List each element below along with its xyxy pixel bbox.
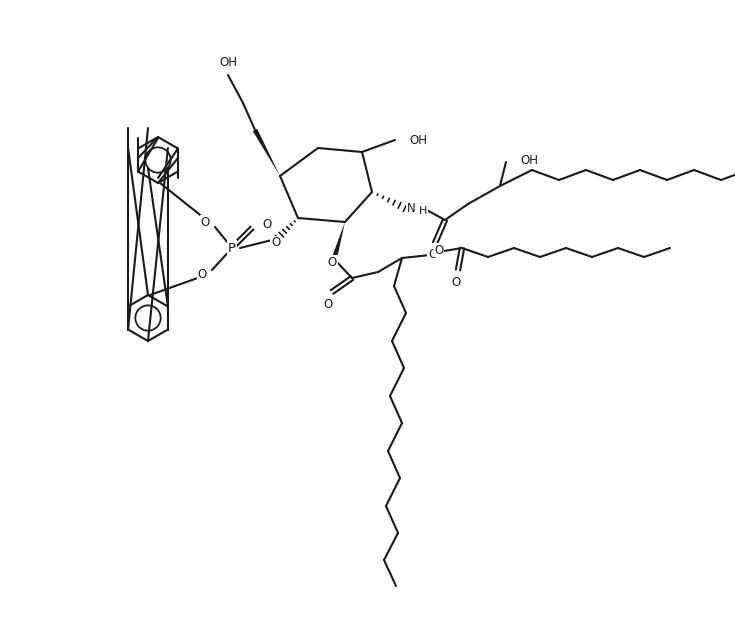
Text: P: P [228, 242, 236, 255]
Text: O: O [198, 269, 207, 282]
Text: N: N [407, 202, 416, 215]
Text: OH: OH [409, 133, 427, 146]
Text: O: O [323, 297, 333, 310]
Text: O: O [262, 217, 271, 230]
Polygon shape [253, 129, 280, 176]
Text: OH: OH [219, 56, 237, 69]
Text: O: O [327, 255, 337, 269]
Text: O: O [201, 215, 210, 228]
Text: O: O [271, 237, 281, 250]
Text: H: H [419, 206, 427, 216]
Text: O: O [451, 275, 461, 289]
Polygon shape [333, 222, 345, 257]
Text: O: O [429, 247, 437, 260]
Text: O: O [434, 244, 443, 257]
Text: OH: OH [520, 153, 538, 167]
